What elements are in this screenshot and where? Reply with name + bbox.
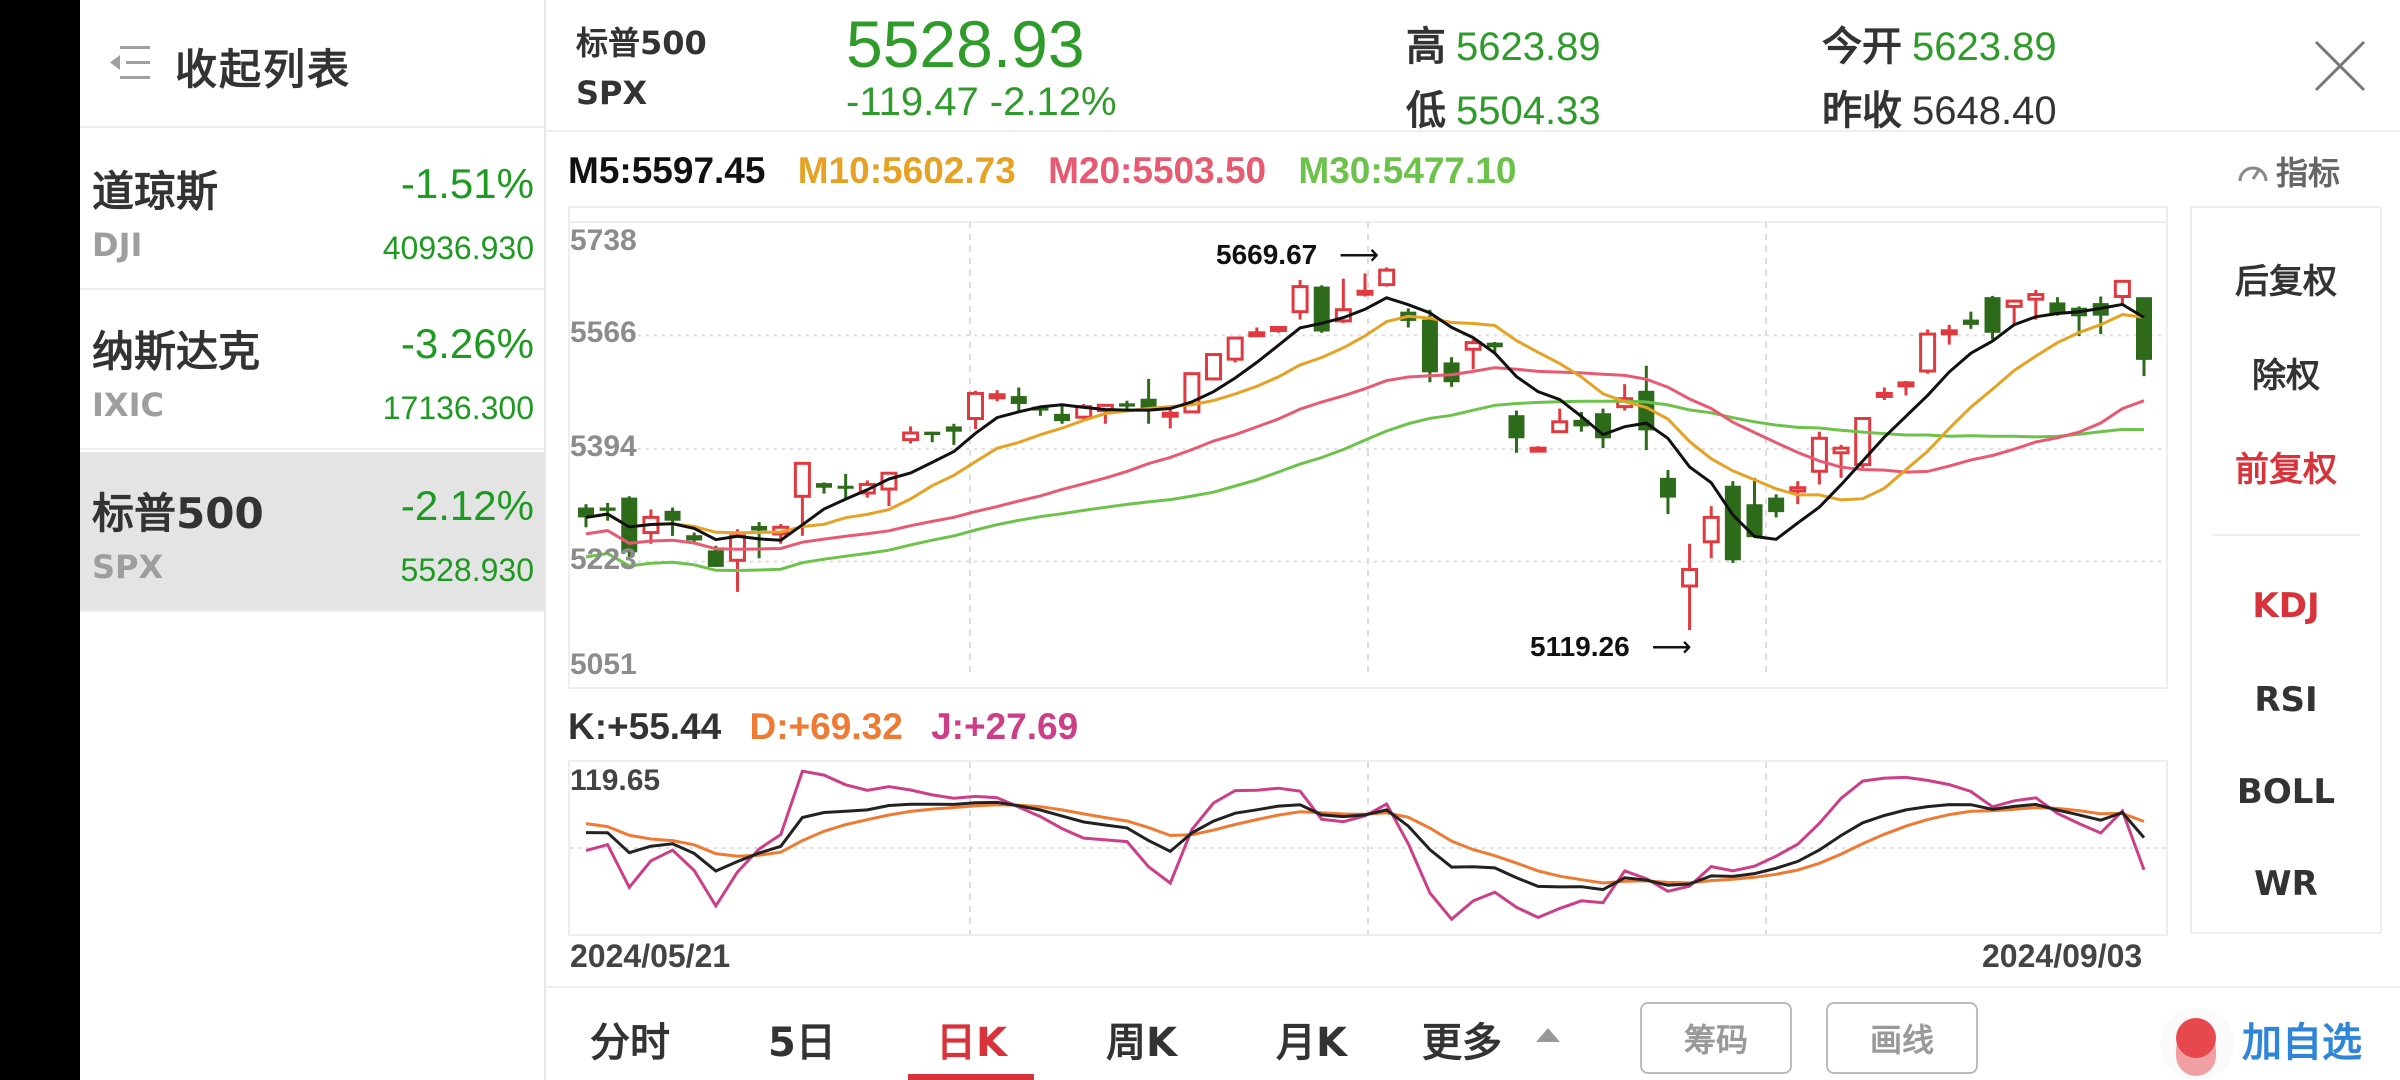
low-stat: 低 5504.33	[1406, 78, 1601, 136]
y-tick-label: 5394	[570, 430, 637, 463]
period-tab-bar: 分时 5日 日K 周K 月K 更多 筹码 画线 加自选	[546, 986, 2400, 1080]
quote-code: SPX	[576, 74, 648, 112]
open-stat: 今开 5623.89	[1822, 14, 2057, 72]
stock-price: 5528.930	[400, 552, 534, 588]
kdj-j-value: J:+27.69	[931, 706, 1079, 747]
tab-monthly-k[interactable]: 月K	[1276, 1020, 1347, 1066]
y-tick-label: 5051	[570, 648, 637, 681]
tab-more[interactable]: 更多	[1422, 1020, 1502, 1066]
kline-chart[interactable]	[568, 206, 2168, 689]
ma30-value: M30:5477.10	[1298, 150, 1517, 191]
stock-code: SPX	[92, 548, 164, 586]
y-tick-label: 5566	[570, 316, 637, 349]
ma20-value: M20:5503.50	[1048, 150, 1267, 191]
indicator-wr[interactable]: WR	[2254, 864, 2318, 904]
kdj-chart[interactable]	[568, 760, 2168, 936]
tab-intraday[interactable]: 分时	[590, 1020, 670, 1066]
adjust-ex-rights[interactable]: 除权	[2252, 356, 2320, 396]
collapse-list-label: 收起列表	[175, 45, 352, 94]
tab-5day[interactable]: 5日	[768, 1020, 836, 1066]
start-date: 2024/05/21	[570, 938, 731, 974]
divider	[2212, 534, 2360, 536]
sidebar-item-spx[interactable]: 标普500 SPX -2.12% 5528.930	[80, 452, 544, 612]
ma5-value: M5:5597.45	[568, 150, 766, 191]
adjust-backward[interactable]: 后复权	[2235, 262, 2337, 302]
period-low-annotation: 5119.26 ⟶	[1530, 630, 1692, 663]
quote-change: -119.47 -2.12%	[846, 80, 1117, 124]
active-tab-indicator	[908, 1074, 1034, 1080]
indicator-boll[interactable]: BOLL	[2236, 772, 2336, 812]
arrow-right-icon: ⟶	[1339, 239, 1380, 270]
kdj-d-value: D:+69.32	[749, 706, 903, 747]
stock-change-pct: -2.12%	[400, 482, 534, 529]
y-tick-label: 5738	[570, 224, 637, 257]
low-label: 低	[1406, 88, 1446, 134]
y-tick-label: 5223	[570, 543, 637, 576]
caret-up-icon[interactable]	[1536, 1028, 1560, 1042]
kdj-legend: K:+55.44 D:+69.32 J:+27.69	[568, 706, 1096, 748]
quote-name: 标普500	[576, 24, 707, 62]
draw-line-label: 画线	[1869, 1021, 1934, 1059]
stock-change-pct: -3.26%	[400, 320, 534, 367]
stock-change-pct: -1.51%	[400, 160, 534, 207]
close-icon[interactable]	[2310, 36, 2370, 96]
collapse-list-button[interactable]: 收起列表	[80, 0, 544, 128]
stock-name: 纳斯达克	[92, 327, 261, 376]
screen-edge	[0, 0, 80, 1080]
open-value: 5623.89	[1912, 25, 2057, 69]
kline-plot	[570, 221, 2166, 675]
low-value: 5504.33	[1456, 89, 1601, 133]
chips-label: 筹码	[1683, 1021, 1748, 1059]
ma10-value: M10:5602.73	[797, 150, 1016, 191]
arrow-right-icon: ⟶	[1651, 631, 1692, 662]
stock-price: 40936.930	[382, 230, 534, 266]
quote-header: 标普500 SPX 5528.93 -119.47 -2.12% 高 5623.8…	[546, 0, 2400, 134]
prev-close-value: 5648.40	[1912, 89, 2057, 133]
gauge-icon	[2238, 166, 2268, 182]
adjust-forward[interactable]: 前复权	[2235, 450, 2337, 490]
stock-price: 17136.300	[382, 390, 534, 426]
kdj-k-value: K:+55.44	[568, 706, 722, 747]
chips-button[interactable]: 筹码	[1640, 1002, 1792, 1074]
period-high-value: 5669.67	[1216, 239, 1318, 270]
draw-line-button[interactable]: 画线	[1826, 1002, 1978, 1074]
end-date: 2024/09/03	[1982, 938, 2143, 974]
stock-name: 标普500	[92, 489, 264, 538]
right-panel: 后复权 除权 前复权 KDJ RSI BOLL WR	[2190, 206, 2382, 934]
quote-price: 5528.93	[846, 7, 1085, 81]
kdj-plot	[570, 762, 2166, 934]
add-favorite-button[interactable]: 加自选	[2242, 1020, 2362, 1066]
sidebar-item-dji[interactable]: 道琼斯 DJI -1.51% 40936.930	[80, 130, 544, 290]
sidebar-item-ixic[interactable]: 纳斯达克 IXIC -3.26% 17136.300	[80, 290, 544, 450]
high-value: 5623.89	[1456, 25, 1601, 69]
stock-code: IXIC	[92, 386, 164, 424]
ma-legend: M5:5597.45 M10:5602.73 M20:5503.50 M30:5…	[568, 150, 1538, 192]
prev-close-stat: 昨收 5648.40	[1822, 78, 2057, 136]
high-stat: 高 5623.89	[1406, 14, 1601, 72]
indicator-rsi[interactable]: RSI	[2254, 680, 2318, 720]
period-low-value: 5119.26	[1530, 631, 1630, 662]
open-label: 今开	[1822, 24, 1902, 70]
tab-daily-k[interactable]: 日K	[936, 1020, 1007, 1066]
indicator-button[interactable]: 指标	[2236, 148, 2340, 194]
indicator-label: 指标	[2276, 154, 2341, 192]
collapse-list-icon	[110, 46, 150, 79]
indicator-kdj[interactable]: KDJ	[2252, 586, 2320, 626]
kdj-max-label: 119.65	[570, 764, 661, 797]
high-label: 高	[1406, 24, 1446, 70]
tab-weekly-k[interactable]: 周K	[1106, 1020, 1177, 1066]
floating-dot-icon[interactable]	[2160, 1008, 2234, 1080]
sidebar: 收起列表 道琼斯 DJI -1.51% 40936.930 纳斯达克 IXIC …	[80, 0, 546, 1080]
prev-close-label: 昨收	[1822, 88, 1902, 134]
stock-name: 道琼斯	[92, 167, 219, 216]
stock-code: DJI	[92, 226, 143, 264]
period-high-annotation: 5669.67 ⟶	[1216, 238, 1379, 271]
